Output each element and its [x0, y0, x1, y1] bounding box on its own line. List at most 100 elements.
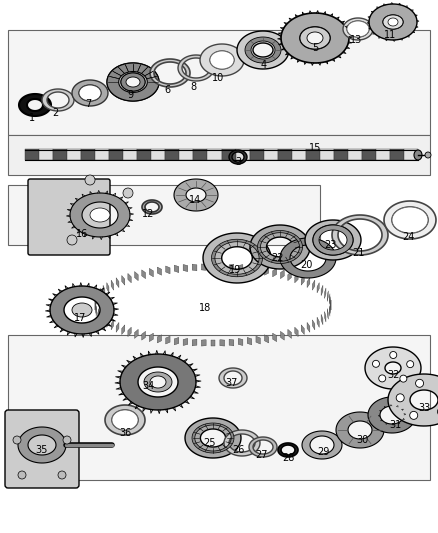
PathPatch shape [332, 215, 388, 255]
Ellipse shape [210, 51, 234, 69]
Text: 12: 12 [142, 209, 154, 219]
Polygon shape [174, 337, 179, 345]
Text: 14: 14 [189, 195, 201, 205]
Polygon shape [96, 294, 97, 304]
Bar [236, 149, 250, 160]
Text: 32: 32 [387, 370, 399, 380]
Polygon shape [288, 329, 291, 338]
PathPatch shape [249, 437, 277, 457]
Bar [278, 149, 292, 160]
Polygon shape [247, 265, 252, 272]
Circle shape [372, 360, 379, 367]
Polygon shape [98, 291, 99, 302]
Polygon shape [280, 270, 284, 279]
Bar [306, 149, 320, 160]
Text: 24: 24 [402, 232, 414, 242]
Text: 17: 17 [74, 313, 86, 323]
Polygon shape [229, 264, 234, 271]
PathPatch shape [368, 397, 416, 433]
Ellipse shape [425, 152, 431, 158]
PathPatch shape [237, 31, 289, 69]
Polygon shape [211, 264, 215, 270]
Polygon shape [142, 332, 145, 340]
Text: 36: 36 [119, 428, 131, 438]
Polygon shape [166, 336, 170, 344]
PathPatch shape [72, 80, 108, 106]
Circle shape [390, 351, 397, 359]
Circle shape [416, 379, 424, 387]
Text: 11: 11 [384, 30, 396, 40]
Polygon shape [325, 288, 326, 298]
Bar [123, 149, 137, 160]
Bar [390, 149, 404, 160]
PathPatch shape [278, 443, 298, 457]
Polygon shape [325, 311, 326, 322]
PathPatch shape [18, 427, 66, 463]
Polygon shape [321, 285, 323, 296]
Bar [334, 149, 348, 160]
Polygon shape [229, 339, 234, 346]
PathPatch shape [280, 238, 336, 278]
Polygon shape [100, 311, 102, 322]
Polygon shape [134, 271, 138, 281]
Bar [95, 149, 109, 160]
Polygon shape [100, 288, 102, 298]
Text: 30: 30 [356, 435, 368, 445]
Text: 34: 34 [142, 381, 154, 391]
Polygon shape [8, 135, 430, 175]
Text: 10: 10 [212, 73, 224, 83]
PathPatch shape [388, 374, 438, 426]
Bar [320, 149, 334, 160]
Bar [151, 149, 166, 160]
PathPatch shape [150, 59, 190, 87]
Polygon shape [272, 333, 277, 342]
PathPatch shape [185, 418, 241, 458]
Polygon shape [295, 327, 298, 336]
Polygon shape [201, 264, 206, 270]
Text: 3: 3 [235, 157, 241, 167]
Polygon shape [307, 322, 310, 332]
Polygon shape [317, 317, 319, 327]
Text: 19: 19 [229, 265, 241, 275]
Polygon shape [201, 340, 206, 346]
PathPatch shape [229, 150, 247, 164]
FancyBboxPatch shape [5, 410, 79, 488]
Ellipse shape [90, 208, 110, 222]
PathPatch shape [178, 55, 214, 81]
Polygon shape [192, 264, 197, 271]
Text: 37: 37 [226, 378, 238, 388]
Bar [137, 149, 151, 160]
Polygon shape [128, 327, 131, 336]
Bar [180, 149, 194, 160]
Text: 23: 23 [324, 240, 336, 250]
Circle shape [58, 471, 66, 479]
Polygon shape [265, 267, 268, 275]
Text: 22: 22 [272, 253, 284, 263]
Polygon shape [149, 268, 153, 277]
Text: 13: 13 [350, 35, 362, 45]
PathPatch shape [19, 94, 51, 116]
Polygon shape [192, 339, 197, 346]
PathPatch shape [250, 225, 310, 269]
PathPatch shape [343, 18, 373, 40]
Polygon shape [103, 285, 105, 296]
Polygon shape [183, 264, 188, 272]
Text: 4: 4 [261, 60, 267, 70]
PathPatch shape [142, 200, 162, 214]
Text: 18: 18 [199, 303, 211, 313]
Circle shape [396, 394, 404, 402]
PathPatch shape [174, 179, 218, 211]
Text: 28: 28 [282, 453, 294, 463]
Polygon shape [8, 185, 320, 245]
Bar [81, 149, 95, 160]
PathPatch shape [224, 430, 260, 456]
Text: 26: 26 [232, 445, 244, 455]
Text: 8: 8 [190, 82, 196, 92]
Bar [25, 149, 39, 160]
Bar [362, 149, 376, 160]
Text: 33: 33 [418, 403, 430, 413]
Polygon shape [107, 282, 109, 293]
Bar [67, 149, 81, 160]
Bar [208, 149, 222, 160]
Bar [109, 149, 123, 160]
